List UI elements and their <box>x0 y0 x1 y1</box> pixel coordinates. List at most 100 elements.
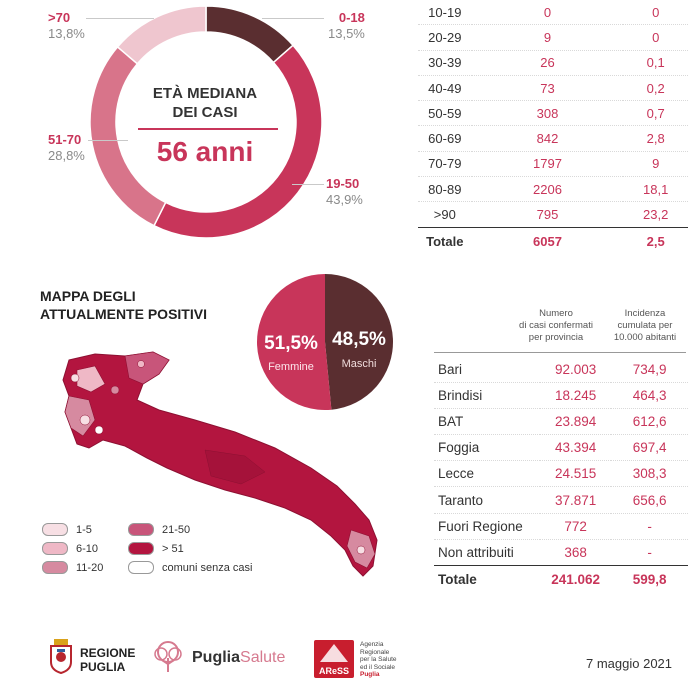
cases-cell: 308 <box>471 100 624 127</box>
total-rate: 2,5 <box>623 226 688 255</box>
province-total-incidence: 599,8 <box>611 564 688 594</box>
age-table: 10-19 0 0 20-29 9 0 30-39 26 0,1 40-49 73 0,2 50-59 3… <box>418 0 688 255</box>
rate-cell: 9 <box>623 151 688 178</box>
rate-cell: 18,1 <box>623 176 688 203</box>
age-cell: 40-49 <box>418 75 472 102</box>
donut-label-gt70-name: >70 <box>48 10 71 25</box>
gender-male-pct: 48,5% <box>332 329 386 350</box>
province-total-label: Totale <box>434 564 541 594</box>
province-col-header-incidence-l2: cumulata per <box>617 320 673 331</box>
puglia-murge-area <box>204 449 266 485</box>
legend-item-6-10: 6-10 <box>42 542 128 555</box>
age-table-total-row: Totale 6057 2,5 <box>418 226 688 255</box>
age-cell: 60-69 <box>418 125 472 152</box>
legend-swatch-1-5 <box>42 523 68 536</box>
province-incidence-cell: 464,3 <box>611 382 688 410</box>
map-detail-2 <box>94 425 104 435</box>
age-table-row: 20-29 9 0 <box>418 24 688 51</box>
age-table-row: >90 795 23,2 <box>418 201 688 228</box>
province-col-header-incidence-l1: Incidenza <box>624 308 666 319</box>
province-cases-cell: 23.894 <box>540 408 612 436</box>
cases-cell: 0 <box>471 0 624 26</box>
donut-label-19-50: 19-50 43,9% <box>326 176 363 208</box>
legend-item-21-50: 21-50 <box>128 523 268 536</box>
puglia-map <box>62 351 378 577</box>
province-table-row: Brindisi 18.245 464,3 <box>434 382 688 410</box>
province-name-cell: Foggia <box>434 434 541 462</box>
donut-label-51-70-name: 51-70 <box>48 132 82 147</box>
province-col-header-cases-l3: per provincia <box>528 332 584 343</box>
cases-cell: 842 <box>471 125 624 152</box>
puglia-westborder-area <box>76 365 106 393</box>
age-cell: 20-29 <box>418 24 472 51</box>
province-table-row: Lecce 24.515 308,3 <box>434 460 688 488</box>
gender-slice-female <box>256 274 332 410</box>
map-detail-3 <box>70 373 80 383</box>
donut-label-0-18-pct: 13,5% <box>328 26 365 41</box>
puglia-gargano-area <box>124 351 170 385</box>
province-col-header-cases-l1: Numero <box>539 308 573 319</box>
map-title-line2: ATTUALMENTE POSITIVI <box>40 306 207 322</box>
legend-label-gt51: > 51 <box>162 542 184 555</box>
puglia-salute-logo-text: PugliaSalute <box>192 649 285 667</box>
cases-cell: 2206 <box>471 176 624 203</box>
province-table-row: Non attribuiti 368- <box>434 539 688 566</box>
province-incidence-cell: - <box>611 539 688 566</box>
cases-cell: 795 <box>471 201 624 228</box>
donut-slice-018 <box>205 5 295 64</box>
donut-label-0-18-name: 0-18 <box>338 10 365 25</box>
gender-female-pct: 51,5% <box>264 333 318 354</box>
donut-label-51-70: 51-70 28,8% <box>48 132 85 164</box>
gender-male-label: Maschi <box>341 358 377 370</box>
cases-cell: 1797 <box>471 151 624 178</box>
donut-leader-gt70 <box>86 18 154 19</box>
donut-center-title: ETÀ MEDIANA DEI CASI <box>135 84 275 122</box>
map-detail-6 <box>137 360 145 368</box>
legend-label-no-cases: comuni senza casi <box>162 561 253 574</box>
donut-center-value: 56 anni <box>156 136 254 167</box>
province-table-row: BAT 23.894 612,6 <box>434 408 688 436</box>
total-cases: 6057 <box>471 226 624 255</box>
province-cases-cell: 24.515 <box>540 460 612 488</box>
legend-label-1-5: 1-5 <box>76 523 92 536</box>
age-cell: >90 <box>418 201 472 228</box>
province-incidence-cell: 734,9 <box>611 357 688 384</box>
province-header-rule <box>434 352 686 353</box>
province-total-cases: 241.062 <box>540 564 612 594</box>
age-table-row: 60-69 842 2,8 <box>418 125 688 152</box>
province-name-cell: BAT <box>434 408 541 436</box>
rate-cell: 2,8 <box>623 125 688 152</box>
regione-puglia-crest-icon <box>50 639 72 674</box>
rate-cell: 0 <box>623 24 688 51</box>
rate-cell: 0,7 <box>623 100 688 127</box>
legend-item-1-5: 1-5 <box>42 523 128 536</box>
province-name-cell: Bari <box>434 357 541 384</box>
aress-desc-l3: per la Salute <box>360 656 397 664</box>
province-col-header-incidence-l3: 10.000 abitanti <box>613 332 677 343</box>
map-title-line1: MAPPA DEGLI <box>40 288 136 304</box>
age-table-row: 10-19 0 0 <box>418 0 688 26</box>
age-table-row: 70-79 1797 9 <box>418 151 688 178</box>
map-detail-4 <box>110 385 120 395</box>
legend-swatch-21-50 <box>128 523 154 536</box>
legend-swatch-gt51 <box>128 542 154 555</box>
province-cases-cell: 37.871 <box>540 486 612 514</box>
map-legend: 1-5 21-50 6-10 > 51 11-20 comuni senza c… <box>42 523 272 574</box>
legend-swatch-no-cases <box>128 561 154 574</box>
donut-slice-70 <box>116 5 207 65</box>
province-table-row: Fuori Regione 772- <box>434 513 688 540</box>
gender-pie-chart <box>256 274 393 410</box>
province-table-row: Bari 92.003 734,9 <box>434 357 688 384</box>
map-detail-1 <box>79 414 91 426</box>
puglia-salute-word2: Salute <box>240 649 286 666</box>
legend-item-11-20: 11-20 <box>42 561 128 574</box>
aress-description: Agenzia Regionale per la Salute ed il So… <box>360 641 397 679</box>
province-cases-cell: 18.245 <box>540 382 612 410</box>
aress-desc-l5: Puglia <box>360 671 380 679</box>
age-cell: 10-19 <box>418 0 472 26</box>
donut-center-title-line1: ETÀ MEDIANA <box>152 85 258 102</box>
puglia-salute-word1: Puglia <box>192 649 241 666</box>
rate-cell: 23,2 <box>623 201 688 228</box>
aress-logo-shape <box>320 644 348 662</box>
province-incidence-cell: 308,3 <box>611 460 688 488</box>
